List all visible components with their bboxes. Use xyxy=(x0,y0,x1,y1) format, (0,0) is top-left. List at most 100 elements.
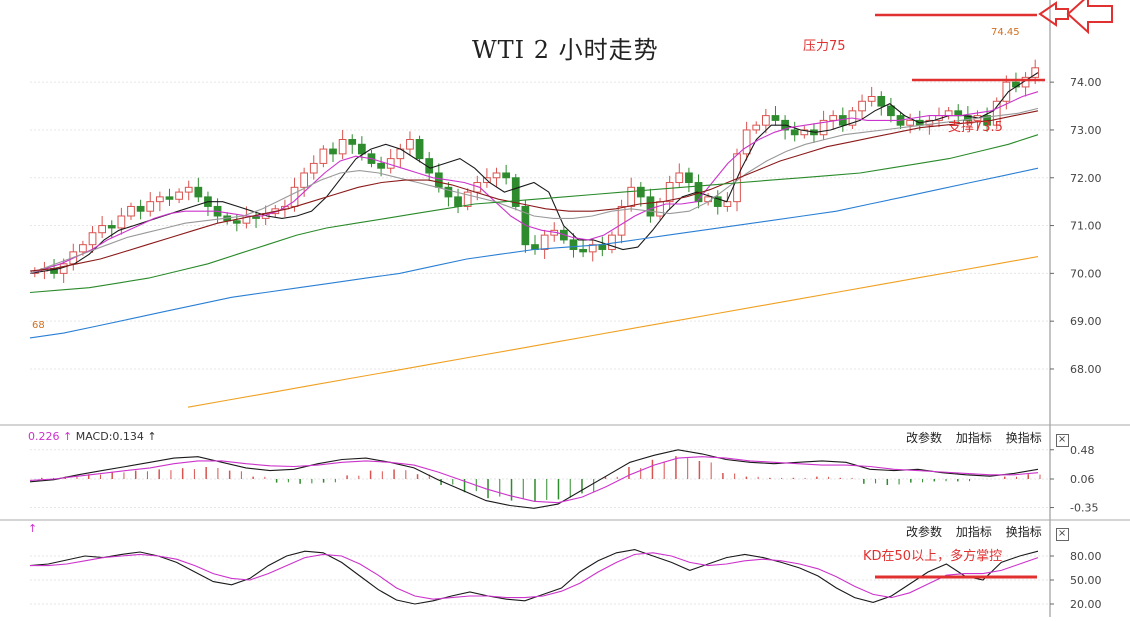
candle-body xyxy=(165,196,174,200)
candle-body xyxy=(473,182,482,193)
ma-line-ma10 xyxy=(29,91,1039,274)
kd-line-k xyxy=(29,549,1039,605)
candle-body xyxy=(906,119,915,126)
candle-body xyxy=(877,95,886,107)
macd-close-button[interactable]: × xyxy=(1055,434,1069,447)
candle-body xyxy=(415,139,424,160)
y-tick-label: 69.00 xyxy=(1070,315,1102,328)
candle-body xyxy=(838,115,847,126)
y-tick-label: 72.00 xyxy=(1070,172,1102,185)
arrow-up-icon: ↑ xyxy=(63,430,73,443)
candle-body xyxy=(232,220,241,224)
ma-line-ma250 xyxy=(187,256,1039,408)
candle-body xyxy=(761,115,770,126)
candle-body xyxy=(463,191,472,207)
macd-header-value: 0.226 xyxy=(28,430,60,443)
kd-edit-params-button[interactable]: 改参数 xyxy=(906,525,943,539)
y-tick-label: 68.00 xyxy=(1070,363,1102,376)
candle-body xyxy=(117,215,126,229)
candle-body xyxy=(598,244,607,250)
candle-body xyxy=(858,100,866,112)
candle-body xyxy=(636,186,645,198)
resistance-label: 压力75 xyxy=(803,39,846,54)
macd-line-dea xyxy=(29,456,1039,504)
kd-line-d xyxy=(30,552,1039,600)
ma-line-ma5 xyxy=(29,72,1039,274)
candle-body xyxy=(357,143,366,155)
candle-body xyxy=(107,225,116,229)
macd-edit-params-button[interactable]: 改参数 xyxy=(906,431,943,445)
ma-line-ma60 xyxy=(29,134,1039,294)
candle-body xyxy=(300,172,309,188)
candle-body xyxy=(588,244,597,253)
y-tick-label: 20.00 xyxy=(1070,598,1102,611)
candle-body xyxy=(579,248,587,253)
candle-body xyxy=(819,119,828,136)
y-tick-label: -0.35 xyxy=(1070,502,1098,515)
kd-note-label: KD在50以上，多方掌控 xyxy=(863,549,1003,564)
candle-body xyxy=(800,129,809,136)
candle-body xyxy=(492,172,501,179)
candle-body xyxy=(155,196,164,203)
candle-body xyxy=(175,191,183,200)
candle-body xyxy=(338,139,347,155)
candle-body xyxy=(194,186,203,198)
candle-body xyxy=(511,177,520,207)
candle-body xyxy=(925,119,934,126)
arrow-up-icon: ↑ xyxy=(28,522,38,535)
kd-header: ↑ xyxy=(28,522,37,535)
macd-header-macd: MACD:0.134 xyxy=(75,430,144,443)
candle-body xyxy=(617,205,626,236)
macd-switch-indicator-button[interactable]: 换指标 xyxy=(1005,431,1042,445)
candle-body xyxy=(434,172,443,188)
kd-close-button[interactable]: × xyxy=(1055,528,1069,541)
candle-body xyxy=(685,172,693,184)
ma-line-ma30 xyxy=(29,110,1039,272)
chart-title: WTI 2 小时走势 xyxy=(472,36,659,64)
candle-body xyxy=(184,186,193,193)
y-tick-label: 0.06 xyxy=(1070,473,1095,486)
candle-body xyxy=(569,239,578,250)
candle-body xyxy=(79,244,87,253)
y-tick-label: 80.00 xyxy=(1070,550,1102,563)
macd-header: 0.226 ↑ MACD:0.134 ↑ xyxy=(28,430,157,443)
candle-body xyxy=(502,172,511,179)
y-tick-label: 50.00 xyxy=(1070,574,1102,587)
candle-body xyxy=(329,148,337,155)
kd-switch-indicator-button[interactable]: 换指标 xyxy=(1005,525,1042,539)
candle-body xyxy=(444,186,453,198)
candle-body xyxy=(377,162,385,169)
candle-body xyxy=(406,139,414,150)
candle-body xyxy=(290,186,299,207)
y-tick-label: 0.48 xyxy=(1070,444,1095,457)
macd-toolbar: 改参数 加指标 换指标 × xyxy=(906,429,1079,447)
arrow-up-icon: ↑ xyxy=(147,430,157,443)
candle-body xyxy=(992,100,1001,126)
y-tick-label: 73.00 xyxy=(1070,124,1102,137)
candle-body xyxy=(944,110,953,117)
kd-toolbar: 改参数 加指标 换指标 × xyxy=(906,523,1079,541)
arrow-right-icon xyxy=(1038,1,1069,27)
candle-body xyxy=(98,225,107,234)
y-tick-label: 71.00 xyxy=(1070,220,1102,233)
candle-body xyxy=(742,129,751,155)
candle-body xyxy=(887,105,895,117)
left-edge-label: 68 xyxy=(32,320,45,331)
candle-body xyxy=(752,124,761,131)
macd-histogram xyxy=(40,456,1041,502)
kd-add-indicator-button[interactable]: 加指标 xyxy=(955,525,992,539)
candle-body xyxy=(646,196,655,217)
candle-body xyxy=(829,115,838,121)
candle-body xyxy=(146,201,155,212)
candle-body xyxy=(675,172,684,184)
candle-body xyxy=(771,115,780,121)
macd-add-indicator-button[interactable]: 加指标 xyxy=(955,431,992,445)
ma-line-ma20 xyxy=(29,107,1039,274)
candle-body xyxy=(790,129,799,136)
candle-body xyxy=(665,182,674,203)
candle-body xyxy=(954,110,963,117)
candle-body xyxy=(540,234,549,250)
candle-body xyxy=(1002,81,1011,102)
y-tick-label: 74.00 xyxy=(1070,76,1102,89)
